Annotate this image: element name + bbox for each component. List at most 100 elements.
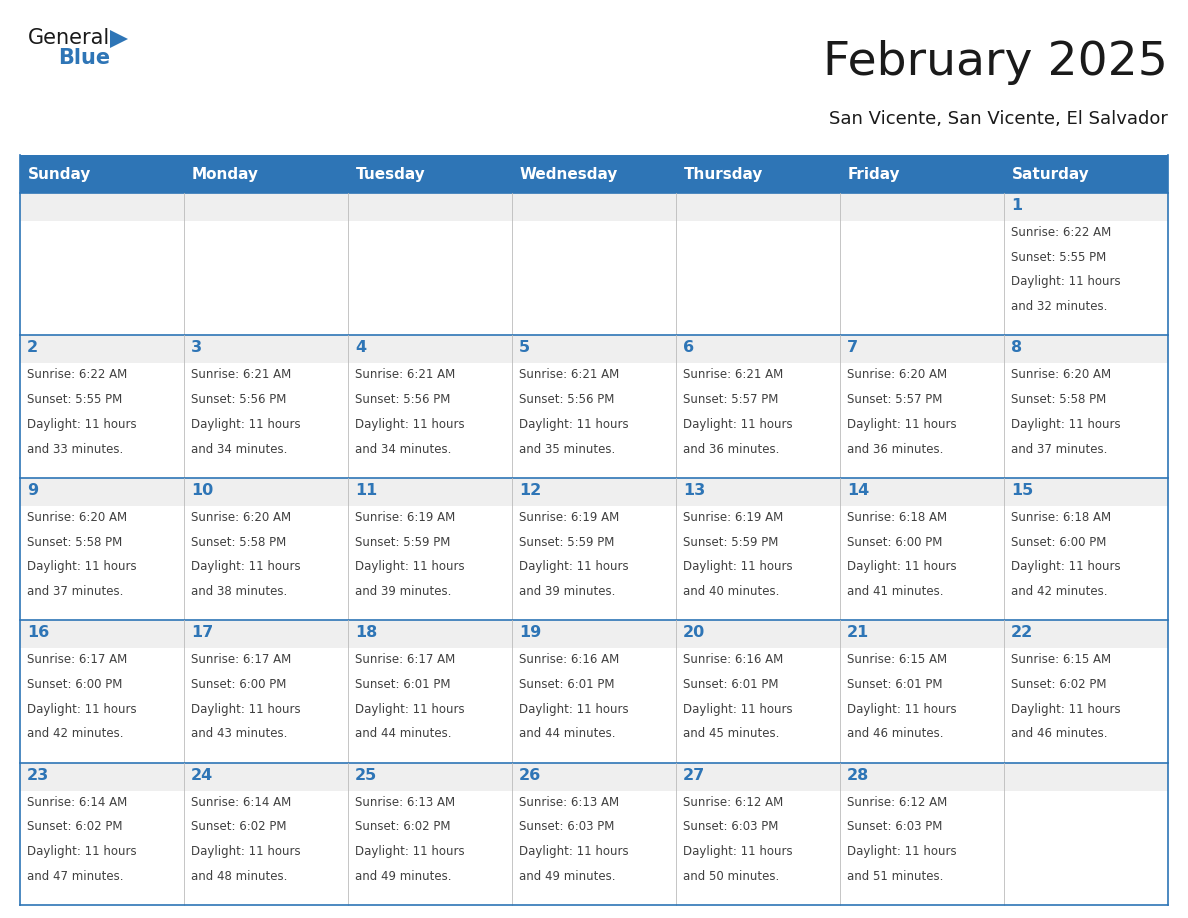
Text: Sunset: 6:03 PM: Sunset: 6:03 PM (519, 821, 614, 834)
Text: and 51 minutes.: and 51 minutes. (847, 870, 943, 883)
Bar (20, 763, 184, 790)
Bar (512, 221, 676, 335)
Text: Sunset: 6:02 PM: Sunset: 6:02 PM (27, 821, 122, 834)
Text: February 2025: February 2025 (823, 40, 1168, 85)
Bar (348, 621, 512, 648)
Text: 11: 11 (355, 483, 378, 498)
Text: 19: 19 (519, 625, 542, 640)
Text: Sunset: 6:01 PM: Sunset: 6:01 PM (355, 678, 450, 691)
Bar (348, 221, 512, 335)
Text: Sunrise: 6:16 AM: Sunrise: 6:16 AM (519, 654, 619, 666)
Text: Sunrise: 6:18 AM: Sunrise: 6:18 AM (847, 510, 947, 524)
Text: Sunset: 5:59 PM: Sunset: 5:59 PM (683, 535, 778, 549)
Text: Daylight: 11 hours: Daylight: 11 hours (27, 418, 137, 431)
Text: Sunset: 5:58 PM: Sunset: 5:58 PM (191, 535, 286, 549)
Text: Wednesday: Wednesday (520, 166, 619, 182)
Text: 13: 13 (683, 483, 706, 498)
Text: Sunset: 6:02 PM: Sunset: 6:02 PM (355, 821, 450, 834)
Text: and 42 minutes.: and 42 minutes. (27, 727, 124, 741)
Bar (512, 506, 676, 621)
Bar (20, 648, 184, 763)
Bar (840, 221, 1004, 335)
Bar (1004, 193, 1168, 221)
Text: Tuesday: Tuesday (356, 166, 425, 182)
Bar (676, 193, 840, 221)
Text: Sunrise: 6:20 AM: Sunrise: 6:20 AM (27, 510, 127, 524)
Bar (348, 648, 512, 763)
Bar (512, 648, 676, 763)
Bar (1004, 364, 1168, 477)
Text: and 34 minutes.: and 34 minutes. (191, 442, 287, 455)
Text: Daylight: 11 hours: Daylight: 11 hours (191, 702, 301, 716)
Bar (840, 506, 1004, 621)
Text: Daylight: 11 hours: Daylight: 11 hours (191, 560, 301, 573)
Bar (676, 506, 840, 621)
Text: and 43 minutes.: and 43 minutes. (191, 727, 287, 741)
Text: Blue: Blue (58, 48, 110, 68)
Text: Daylight: 11 hours: Daylight: 11 hours (191, 845, 301, 858)
Bar (20, 621, 184, 648)
Text: Sunrise: 6:14 AM: Sunrise: 6:14 AM (27, 796, 127, 809)
Bar (348, 335, 512, 364)
Text: Daylight: 11 hours: Daylight: 11 hours (1011, 702, 1120, 716)
Text: Daylight: 11 hours: Daylight: 11 hours (355, 702, 465, 716)
Text: Sunset: 5:56 PM: Sunset: 5:56 PM (355, 393, 450, 406)
Text: 7: 7 (847, 341, 858, 355)
Text: 1: 1 (1011, 198, 1022, 213)
Text: Sunrise: 6:20 AM: Sunrise: 6:20 AM (847, 368, 947, 381)
Bar (1004, 221, 1168, 335)
Text: Thursday: Thursday (684, 166, 764, 182)
Bar (184, 364, 348, 477)
Bar (20, 790, 184, 905)
Text: Sunday: Sunday (29, 166, 91, 182)
Text: Sunrise: 6:12 AM: Sunrise: 6:12 AM (683, 796, 783, 809)
Text: Sunset: 5:55 PM: Sunset: 5:55 PM (1011, 251, 1106, 263)
Text: Daylight: 11 hours: Daylight: 11 hours (519, 418, 628, 431)
Text: Sunrise: 6:14 AM: Sunrise: 6:14 AM (191, 796, 291, 809)
Text: Sunset: 6:02 PM: Sunset: 6:02 PM (1011, 678, 1106, 691)
Text: Sunset: 5:56 PM: Sunset: 5:56 PM (191, 393, 286, 406)
Text: 14: 14 (847, 483, 870, 498)
Text: Sunrise: 6:17 AM: Sunrise: 6:17 AM (191, 654, 291, 666)
Text: Sunset: 6:00 PM: Sunset: 6:00 PM (1011, 535, 1106, 549)
Text: Daylight: 11 hours: Daylight: 11 hours (355, 560, 465, 573)
Text: 21: 21 (847, 625, 870, 640)
Text: 15: 15 (1011, 483, 1034, 498)
Text: Sunset: 6:03 PM: Sunset: 6:03 PM (847, 821, 942, 834)
Text: Sunset: 6:01 PM: Sunset: 6:01 PM (847, 678, 942, 691)
Bar (348, 790, 512, 905)
Text: Sunset: 5:56 PM: Sunset: 5:56 PM (519, 393, 614, 406)
Text: Sunset: 6:03 PM: Sunset: 6:03 PM (683, 821, 778, 834)
Text: Sunrise: 6:19 AM: Sunrise: 6:19 AM (355, 510, 455, 524)
Bar (1004, 335, 1168, 364)
Text: Sunset: 5:58 PM: Sunset: 5:58 PM (27, 535, 122, 549)
Bar (184, 335, 348, 364)
Text: 3: 3 (191, 341, 202, 355)
Text: Sunrise: 6:15 AM: Sunrise: 6:15 AM (1011, 654, 1111, 666)
Text: San Vicente, San Vicente, El Salvador: San Vicente, San Vicente, El Salvador (829, 110, 1168, 128)
Text: and 44 minutes.: and 44 minutes. (519, 727, 615, 741)
Bar (20, 506, 184, 621)
Text: Daylight: 11 hours: Daylight: 11 hours (847, 418, 956, 431)
Text: Sunset: 5:55 PM: Sunset: 5:55 PM (27, 393, 122, 406)
Bar (20, 364, 184, 477)
Text: Sunrise: 6:21 AM: Sunrise: 6:21 AM (191, 368, 291, 381)
Text: Daylight: 11 hours: Daylight: 11 hours (191, 418, 301, 431)
Text: Sunset: 6:01 PM: Sunset: 6:01 PM (683, 678, 778, 691)
Text: Sunrise: 6:19 AM: Sunrise: 6:19 AM (519, 510, 619, 524)
Text: Sunrise: 6:13 AM: Sunrise: 6:13 AM (355, 796, 455, 809)
Text: Sunrise: 6:21 AM: Sunrise: 6:21 AM (355, 368, 455, 381)
Text: Sunset: 6:00 PM: Sunset: 6:00 PM (847, 535, 942, 549)
Text: Daylight: 11 hours: Daylight: 11 hours (683, 560, 792, 573)
Bar (348, 193, 512, 221)
Text: and 45 minutes.: and 45 minutes. (683, 727, 779, 741)
Bar (20, 335, 184, 364)
Text: 5: 5 (519, 341, 530, 355)
Bar (676, 621, 840, 648)
Text: 17: 17 (191, 625, 214, 640)
Bar (512, 335, 676, 364)
Text: Sunset: 5:59 PM: Sunset: 5:59 PM (519, 535, 614, 549)
Bar (840, 477, 1004, 506)
Polygon shape (110, 30, 128, 48)
Text: and 35 minutes.: and 35 minutes. (519, 442, 615, 455)
